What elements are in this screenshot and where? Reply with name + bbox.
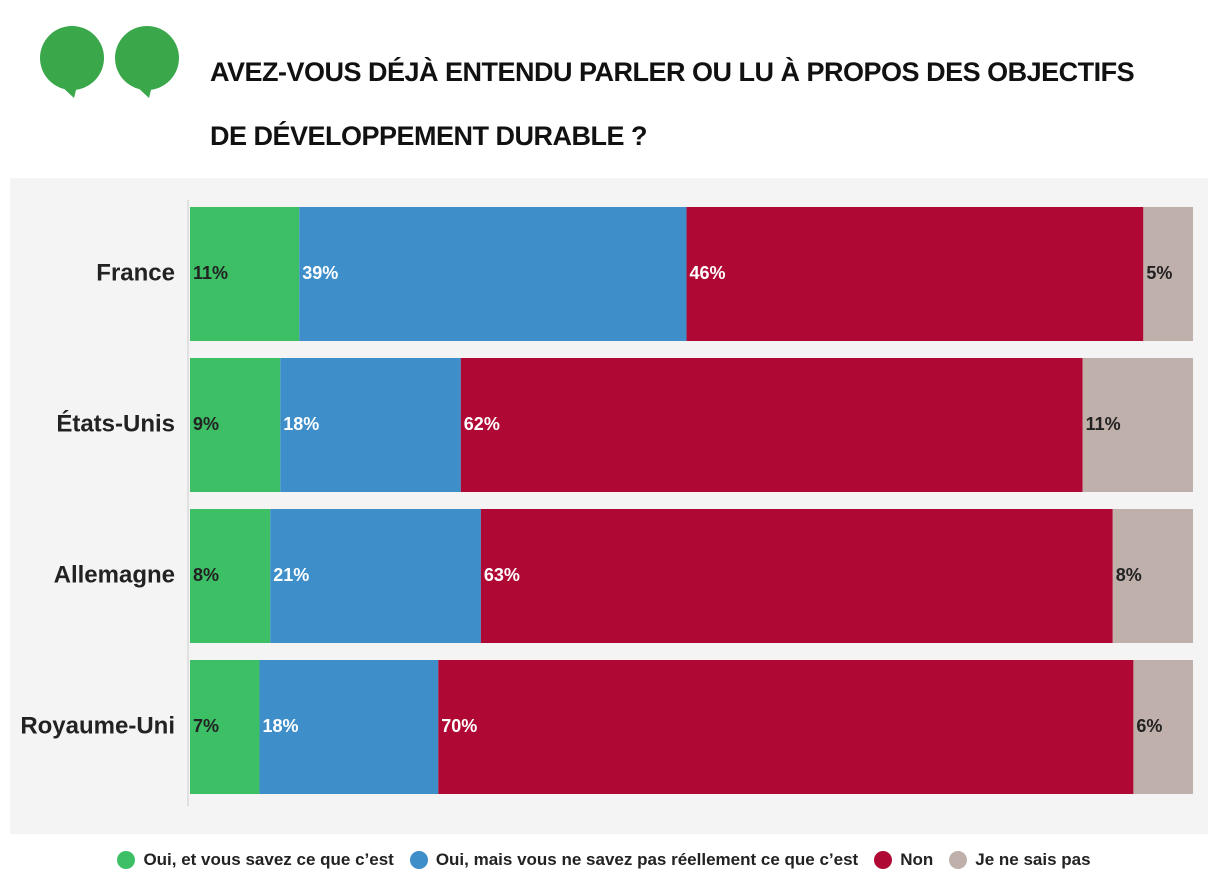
- data-label: 9%: [193, 414, 219, 434]
- legend-item: Je ne sais pas: [949, 850, 1091, 870]
- quote-icon: [40, 26, 179, 98]
- data-label: 39%: [302, 263, 338, 283]
- category-label: Allemagne: [54, 561, 175, 588]
- bar-segment: [686, 207, 1144, 341]
- data-label: 11%: [193, 263, 228, 283]
- bar-segment: [280, 358, 461, 492]
- bar-segment: [1082, 358, 1193, 492]
- category-label: Royaume-Uni: [20, 712, 175, 739]
- bar-segment: [1112, 509, 1193, 643]
- chart-title: AVEZ-VOUS DÉJÀ ENTENDU PARLER OU LU À PR…: [210, 57, 1135, 151]
- legend-label: Je ne sais pas: [975, 850, 1091, 869]
- bar-segment: [270, 509, 481, 643]
- data-label: 8%: [1116, 565, 1142, 585]
- chart: France 11% 39% 46% 5% États-Unis 9% 18% 62% 11% Al…: [10, 26, 1208, 834]
- bar-segment: [1133, 660, 1193, 794]
- legend-label: Oui, et vous savez ce que c’est: [143, 850, 394, 869]
- data-label: 70%: [441, 716, 477, 736]
- bar-segment: [190, 358, 281, 492]
- bar-segment: [460, 358, 1083, 492]
- data-label: 6%: [1136, 716, 1162, 736]
- category-label: France: [96, 259, 175, 286]
- legend-swatch: [949, 851, 968, 869]
- data-label: 62%: [464, 414, 500, 434]
- bar-segment: [438, 660, 1134, 794]
- legend-label: Oui, mais vous ne savez pas réellement c…: [435, 850, 859, 869]
- legend-swatch: [874, 851, 893, 869]
- data-label: 7%: [193, 716, 219, 736]
- legend-item: Oui, et vous savez ce que c’est: [117, 850, 394, 870]
- data-label: 21%: [273, 565, 309, 585]
- bar-segment: [190, 660, 260, 794]
- data-label: 5%: [1146, 263, 1172, 283]
- data-label: 11%: [1086, 414, 1121, 434]
- legend-item: Oui, mais vous ne savez pas réellement c…: [409, 850, 859, 870]
- legend-label: Non: [900, 850, 934, 869]
- legend: Oui, et vous savez ce que c’est Oui, mais…: [0, 850, 1208, 870]
- bar-segment: [190, 509, 271, 643]
- legend-swatch: [409, 851, 428, 869]
- category-label: États-Unis: [56, 409, 175, 437]
- bar-segment: [190, 207, 300, 341]
- legend-item: Non: [874, 850, 933, 870]
- data-label: 8%: [193, 565, 219, 585]
- bar-segment: [259, 660, 439, 794]
- bar-segment: [480, 509, 1113, 643]
- bar-segment: [1143, 207, 1193, 341]
- data-label: 18%: [283, 414, 319, 434]
- legend-swatch: [117, 851, 136, 869]
- bar-segment: [299, 207, 687, 341]
- data-label: 63%: [484, 565, 520, 585]
- data-label: 46%: [690, 263, 726, 283]
- data-label: 18%: [263, 716, 299, 736]
